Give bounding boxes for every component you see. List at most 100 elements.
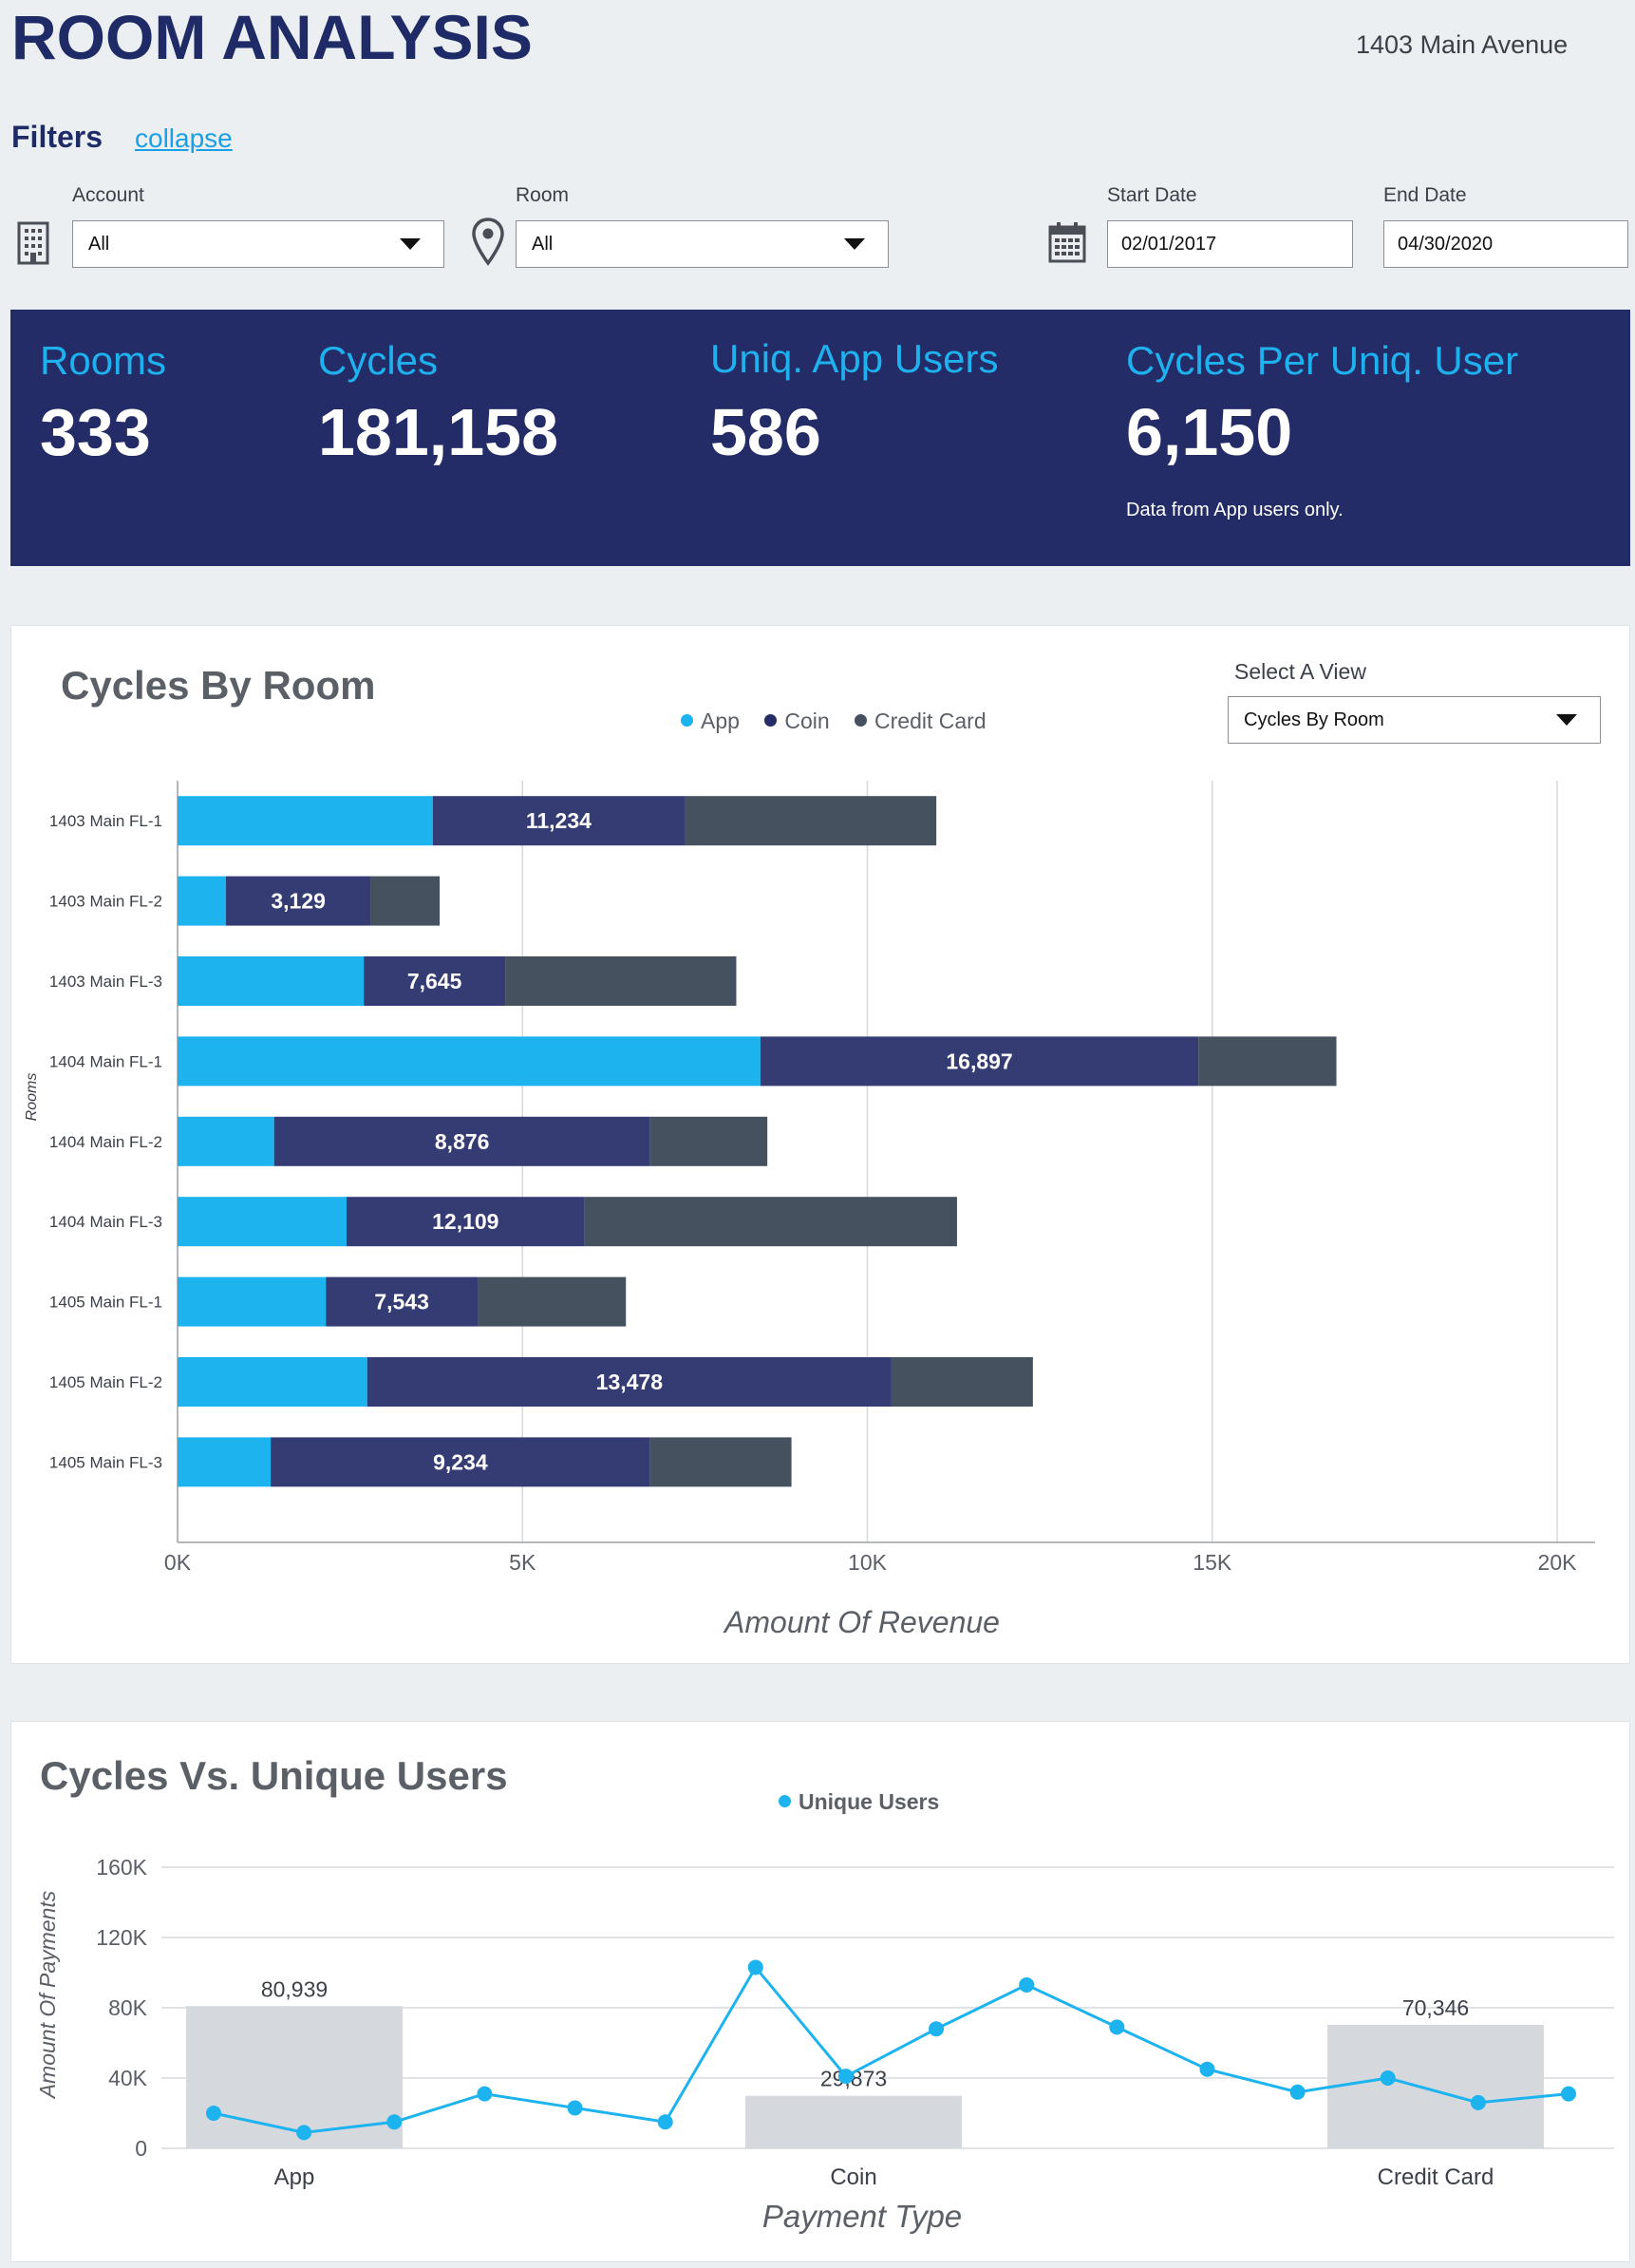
bar-segment-coin — [760, 1036, 1199, 1087]
bar-segment-coin — [273, 1116, 650, 1166]
bar-data-label: 70,346 — [1402, 1995, 1469, 2020]
bar-segment-app — [178, 876, 226, 926]
chart1-legend: App Coin Credit Card — [681, 709, 987, 734]
y-tick-label: 1405 Main FL-3 — [49, 1453, 162, 1471]
y-axis-title: Rooms — [24, 1073, 40, 1122]
bar-segment-coin — [366, 1357, 892, 1407]
bar-segment-app — [178, 796, 433, 846]
line-point — [386, 2114, 403, 2130]
bar-segment-coin — [364, 956, 506, 1006]
x-axis-title: Amount Of Revenue — [723, 1605, 1000, 1639]
bar-segment-credit-card — [478, 1276, 627, 1327]
select-view-label: Select A View — [1234, 659, 1366, 684]
kpi-rooms-value: 333 — [40, 395, 151, 469]
x-tick-label: 5K — [509, 1550, 536, 1575]
filters-heading: Filters — [11, 120, 103, 154]
bar-segment-credit-card — [370, 876, 441, 926]
legend-item-unique-users: Unique Users — [779, 1789, 939, 1814]
account-select[interactable]: All — [72, 220, 444, 268]
bar-data-label: 80,939 — [261, 1976, 328, 2001]
kpi-rooms-label: Rooms — [40, 338, 167, 383]
kpi-footnote: Data from App users only. — [1126, 500, 1344, 520]
x-tick-label: 20K — [1538, 1550, 1578, 1575]
end-date-input[interactable]: 04/30/2020 — [1383, 220, 1628, 268]
view-select-value: Cycles By Room — [1244, 709, 1384, 730]
x-tick-label: 15K — [1193, 1550, 1232, 1575]
line-point — [477, 2086, 493, 2102]
room-select-value: All — [532, 234, 554, 255]
y-tick-label: 1403 Main FL-2 — [49, 893, 162, 911]
location-address: 1403 Main Avenue — [1356, 30, 1569, 59]
bar — [186, 2006, 403, 2148]
view-select[interactable]: Cycles By Room — [1228, 696, 1601, 744]
bar-data-label: 8,876 — [435, 1129, 490, 1154]
bar-segment-app — [178, 1276, 327, 1327]
bar-segment-app — [178, 1116, 274, 1166]
collapse-filters-link[interactable]: collapse — [135, 123, 233, 153]
x-tick-label: App — [274, 2164, 315, 2190]
account-filter-label: Account — [72, 184, 144, 206]
page-title: ROOM ANALYSIS — [11, 2, 533, 72]
map-pin-icon — [472, 217, 504, 266]
kpi-cycles-per-user-label: Cycles Per Uniq. User — [1126, 338, 1519, 383]
line-point — [1470, 2094, 1486, 2110]
cycles-vs-users-card — [10, 1721, 1630, 2262]
y-tick-label: 1405 Main FL-1 — [49, 1294, 162, 1312]
bar-segment-app — [178, 1357, 367, 1407]
calendar-icon — [1048, 222, 1086, 263]
bar-segment-app — [178, 1197, 347, 1247]
cycles-vs-users-title: Cycles Vs. Unique Users — [40, 1753, 508, 1798]
bar-data-label: 12,109 — [432, 1209, 498, 1234]
legend-item-credit-card: Credit Card — [855, 709, 987, 733]
y-tick-label: 1403 Main FL-3 — [49, 973, 162, 991]
x-tick-label: Credit Card — [1378, 2164, 1494, 2190]
y-tick-label: 1404 Main FL-3 — [49, 1213, 162, 1231]
chevron-down-icon — [400, 238, 421, 250]
bar — [745, 2095, 962, 2148]
line-point — [657, 2114, 673, 2130]
line-point — [1019, 1976, 1035, 1993]
bar-segment-credit-card — [584, 1197, 957, 1247]
line-point — [1380, 2070, 1396, 2086]
bar-segment-coin — [346, 1197, 585, 1247]
room-filter-label: Room — [516, 184, 570, 206]
line-point — [1199, 2061, 1215, 2077]
room-select[interactable]: All — [516, 220, 889, 268]
y-tick-label: 40K — [108, 2066, 148, 2090]
end-date-label: End Date — [1383, 184, 1467, 206]
y-tick-label: 1404 Main FL-2 — [49, 1133, 162, 1151]
line-point — [1561, 2086, 1576, 2102]
kpi-unique-users-label: Uniq. App Users — [710, 336, 999, 381]
line-point — [929, 2021, 945, 2037]
y-axis-title: Amount Of Payments — [35, 1890, 60, 2100]
bar-segment-app — [178, 1036, 761, 1087]
chevron-down-icon — [844, 238, 865, 250]
bar-segment-credit-card — [649, 1116, 768, 1166]
bar-data-label: 7,543 — [374, 1290, 429, 1314]
y-tick-label: 80K — [108, 1995, 148, 2020]
y-tick-label: 0 — [135, 2136, 147, 2161]
bar-segment-app — [178, 956, 365, 1006]
line-point — [747, 1959, 763, 1975]
unique-users-line — [213, 1964, 1569, 2134]
bar-segment-coin — [271, 1437, 650, 1487]
start-date-input[interactable]: 02/01/2017 — [1107, 220, 1353, 268]
kpi-cycles-value: 181,158 — [318, 395, 559, 469]
x-tick-label: 10K — [848, 1550, 888, 1575]
bar-segment-coin — [432, 796, 685, 846]
kpi-panel — [10, 310, 1630, 566]
y-tick-label: 1405 Main FL-2 — [49, 1373, 162, 1391]
y-tick-label: 1404 Main FL-1 — [49, 1052, 162, 1070]
bar-segment-credit-card — [684, 796, 937, 846]
bar-segment-coin — [225, 876, 371, 926]
line-point — [837, 2069, 854, 2085]
bar-segment-credit-card — [1198, 1036, 1337, 1087]
bar-segment-credit-card — [891, 1357, 1033, 1407]
account-select-value: All — [88, 234, 110, 255]
chevron-down-icon — [1556, 714, 1577, 726]
x-tick-label: 0K — [164, 1550, 192, 1575]
bar-segment-credit-card — [505, 956, 737, 1006]
y-tick-label: 1403 Main FL-1 — [49, 812, 162, 830]
line-point — [1109, 2019, 1125, 2035]
